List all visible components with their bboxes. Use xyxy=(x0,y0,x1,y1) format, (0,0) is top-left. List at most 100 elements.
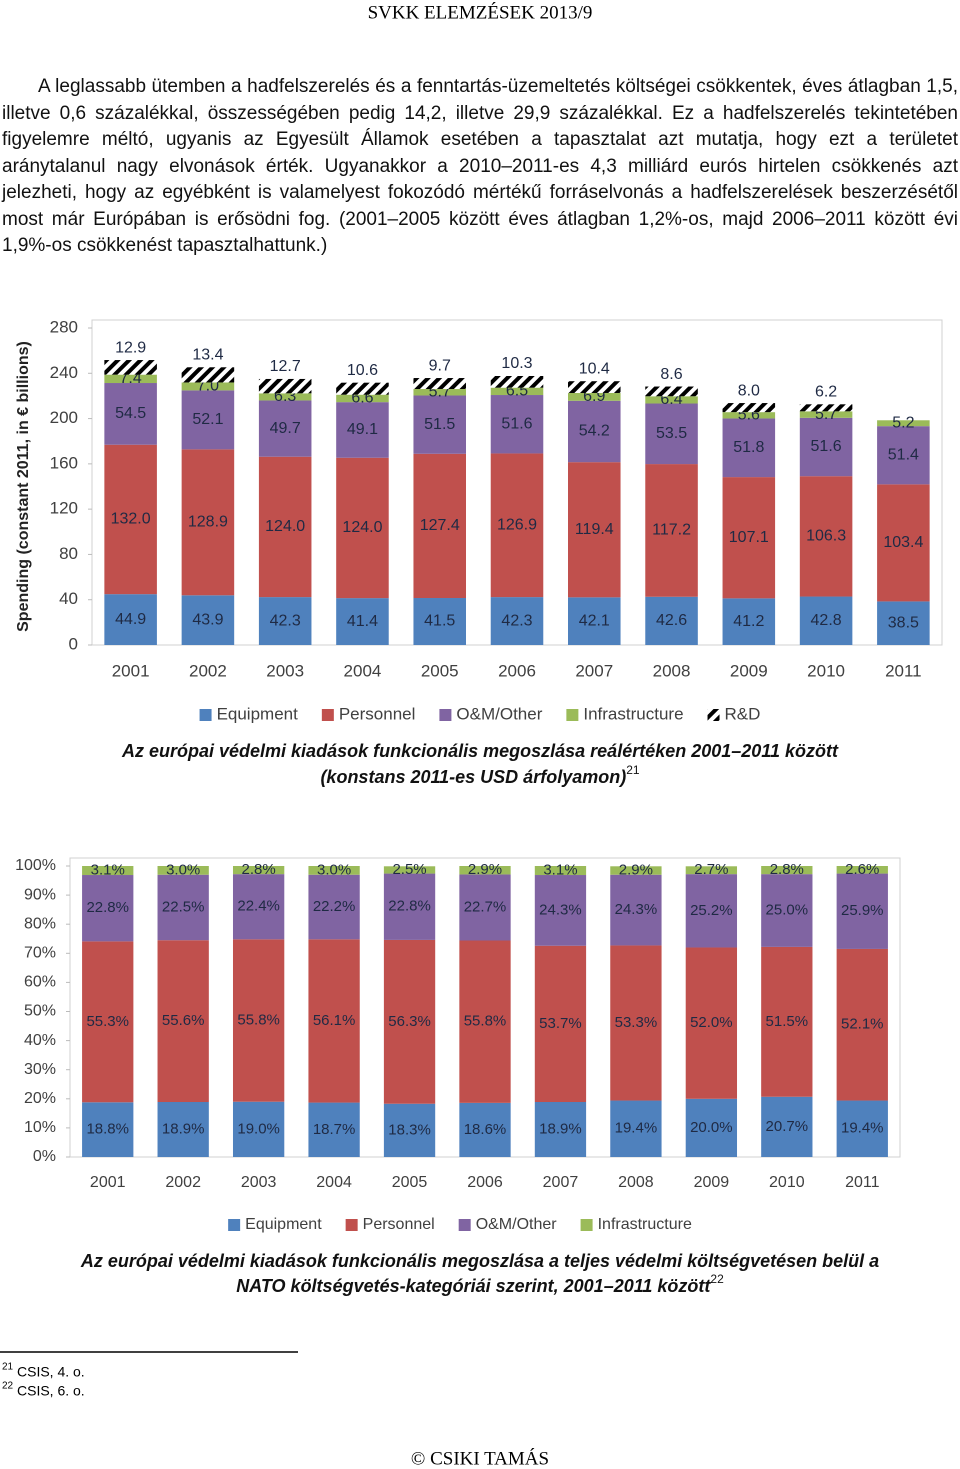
bar-segment xyxy=(459,1102,511,1157)
legend-item: R&D xyxy=(707,704,761,723)
data-label: 44.9 xyxy=(115,611,146,628)
y-tick-label: 60% xyxy=(24,974,56,991)
legend-label: R&D xyxy=(725,704,761,723)
data-label: 2.9% xyxy=(619,861,653,878)
page-footer: © CSIKI TAMÁS xyxy=(411,1447,549,1469)
data-label: 52.1% xyxy=(841,1016,884,1033)
bar-segment xyxy=(413,395,466,454)
data-label: 127.4 xyxy=(420,517,460,534)
data-label: 42.3 xyxy=(501,612,532,629)
data-label: 9.7 xyxy=(429,357,451,374)
bar-segment xyxy=(181,390,235,450)
bar-segment xyxy=(336,402,389,458)
x-tick-label: 2009 xyxy=(730,661,768,680)
bar-segment xyxy=(459,940,511,1103)
legend-swatch xyxy=(321,709,334,721)
data-label: 55.6% xyxy=(162,1012,205,1029)
data-label: 52.0% xyxy=(690,1014,733,1031)
data-label: 18.9% xyxy=(162,1120,205,1137)
x-tick-label: 2006 xyxy=(467,1174,503,1191)
data-label: 3.1% xyxy=(543,861,577,878)
bar-segment xyxy=(490,395,544,454)
data-label: 3.1% xyxy=(91,861,125,878)
footnote-text: CSIS, 6. o. xyxy=(17,1383,85,1399)
caption-line: NATO költségvetés-kategóriái szerint, 20… xyxy=(236,1276,711,1296)
bar-segment xyxy=(568,400,621,463)
bar-segment xyxy=(645,403,698,465)
bar-segment xyxy=(722,412,776,419)
bar-segment xyxy=(258,597,312,645)
bar-segment xyxy=(383,1103,436,1157)
bar-segment xyxy=(534,866,587,876)
x-tick-label: 2011 xyxy=(845,1174,880,1191)
x-tick-label: 2004 xyxy=(344,661,382,680)
legend-item: Personnel xyxy=(345,1216,435,1233)
data-label: 20.0% xyxy=(690,1119,733,1136)
bar-segment xyxy=(645,386,698,397)
data-label: 53.7% xyxy=(539,1015,582,1032)
data-label: 56.3% xyxy=(388,1013,431,1030)
data-label: 24.3% xyxy=(539,901,582,918)
y-tick-label: 40% xyxy=(24,1032,56,1049)
bar-segment xyxy=(308,866,360,875)
data-label: 128.9 xyxy=(188,514,228,531)
legend-item: Equipment xyxy=(228,1216,322,1233)
y-tick-label: 20% xyxy=(24,1090,56,1107)
data-label: 19.4% xyxy=(841,1120,884,1137)
data-label: 51.8 xyxy=(733,439,764,456)
y-tick-label: 80 xyxy=(59,544,78,563)
x-tick-label: 2007 xyxy=(543,1174,579,1191)
bar-segment xyxy=(877,426,930,485)
data-label: 51.5 xyxy=(424,416,455,433)
legend-label: O&M/Other xyxy=(476,1216,558,1233)
data-label: 2.7% xyxy=(694,861,728,878)
data-label: 42.1 xyxy=(579,612,610,629)
bar-segment xyxy=(336,394,389,403)
x-tick-label: 2005 xyxy=(392,1174,428,1191)
bar-segment xyxy=(799,411,853,418)
bar-segment xyxy=(157,866,209,875)
data-label: 2.6% xyxy=(845,861,879,878)
data-label: 19.4% xyxy=(615,1120,658,1137)
legend-item: Infrastructure xyxy=(580,1216,692,1233)
data-label: 18.8% xyxy=(86,1121,129,1138)
bar-segment xyxy=(104,444,157,595)
bar-segment xyxy=(232,866,285,875)
bar-segment xyxy=(232,1101,285,1157)
data-label: 8.6 xyxy=(660,366,682,383)
bar-segment xyxy=(181,382,235,391)
legend-item: Infrastructure xyxy=(566,704,684,723)
bar-segment xyxy=(877,420,930,427)
y-tick-label: 0 xyxy=(69,634,78,653)
y-tick-label: 0% xyxy=(33,1148,56,1165)
data-label: 25.2% xyxy=(690,902,733,919)
bar-segment xyxy=(568,381,621,393)
data-label: 10.6 xyxy=(347,362,378,379)
bar-segment xyxy=(258,400,312,457)
data-label: 43.9 xyxy=(192,611,223,628)
data-label: 22.5% xyxy=(162,898,205,915)
data-label: 52.1 xyxy=(192,411,223,428)
legend-label: Personnel xyxy=(339,704,416,723)
bar-segment xyxy=(722,598,776,645)
y-tick-label: 200 xyxy=(50,408,78,427)
data-label: 10.4 xyxy=(579,360,610,377)
data-label: 49.1 xyxy=(347,421,378,438)
data-label: 3.0% xyxy=(166,861,200,878)
data-label: 119.4 xyxy=(575,521,614,538)
bar-segment xyxy=(722,418,776,478)
bar-segment xyxy=(490,597,544,645)
legend-swatch xyxy=(580,1219,593,1231)
bar-segment xyxy=(799,417,853,477)
data-label: 8.0 xyxy=(738,382,760,399)
legend-label: Infrastructure xyxy=(583,704,683,723)
y-tick-label: 100% xyxy=(15,857,56,874)
x-tick-label: 2008 xyxy=(653,661,691,680)
data-label: 2.8% xyxy=(242,861,276,878)
bar-segment xyxy=(181,595,235,645)
x-tick-label: 2011 xyxy=(885,661,922,680)
bar-segment xyxy=(645,396,698,404)
x-tick-label: 2007 xyxy=(575,661,613,680)
legend-item: Personnel xyxy=(321,704,416,723)
data-label: 25.0% xyxy=(766,901,809,918)
